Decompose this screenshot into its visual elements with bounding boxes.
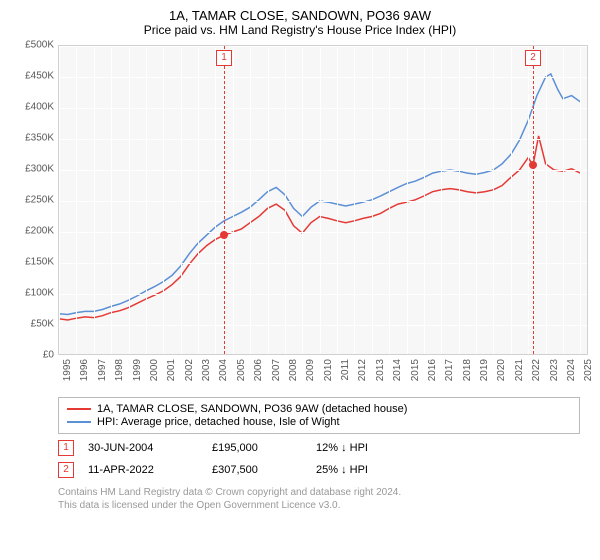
legend-label-hpi: HPI: Average price, detached house, Isle… xyxy=(97,416,340,428)
x-tick-label: 2000 xyxy=(149,359,160,381)
marker-line-2 xyxy=(533,46,534,354)
x-tick-label: 2023 xyxy=(549,359,560,381)
x-tick-label: 1995 xyxy=(62,359,73,381)
chart-title: 1A, TAMAR CLOSE, SANDOWN, PO36 9AW xyxy=(10,8,590,23)
x-tick-label: 2010 xyxy=(323,359,334,381)
transaction-date: 11-APR-2022 xyxy=(88,464,198,476)
footnote: Contains HM Land Registry data © Crown c… xyxy=(58,486,580,512)
x-tick-label: 2004 xyxy=(218,359,229,381)
x-tick-label: 1997 xyxy=(97,359,108,381)
x-tick-label: 2009 xyxy=(305,359,316,381)
y-tick-label: £400K xyxy=(25,102,54,113)
transaction-price: £195,000 xyxy=(212,442,302,454)
marker-dot-2 xyxy=(529,161,537,169)
x-tick-label: 2019 xyxy=(479,359,490,381)
footnote-line2: This data is licensed under the Open Gov… xyxy=(58,499,580,512)
x-tick-label: 1999 xyxy=(132,359,143,381)
x-tick-label: 2012 xyxy=(357,359,368,381)
transaction-price: £307,500 xyxy=(212,464,302,476)
x-tick-label: 2007 xyxy=(271,359,282,381)
x-tick-label: 2020 xyxy=(496,359,507,381)
y-tick-label: £450K xyxy=(25,71,54,82)
transaction-pct: 25% ↓ HPI xyxy=(316,464,436,476)
x-tick-label: 2008 xyxy=(288,359,299,381)
legend-swatch-hpi xyxy=(67,421,91,423)
legend-row-hpi: HPI: Average price, detached house, Isle… xyxy=(67,416,571,428)
y-tick-label: £500K xyxy=(25,40,54,51)
y-axis: £0£50K£100K£150K£200K£250K£300K£350K£400… xyxy=(10,45,56,355)
x-tick-label: 2015 xyxy=(410,359,421,381)
marker-box-1: 1 xyxy=(216,50,232,66)
y-tick-label: £250K xyxy=(25,195,54,206)
x-tick-label: 2001 xyxy=(166,359,177,381)
x-tick-label: 2011 xyxy=(340,359,351,381)
legend: 1A, TAMAR CLOSE, SANDOWN, PO36 9AW (deta… xyxy=(58,397,580,434)
footnote-line1: Contains HM Land Registry data © Crown c… xyxy=(58,486,580,499)
line-chart-svg xyxy=(59,46,587,354)
transaction-row: 2 11-APR-2022 £307,500 25% ↓ HPI xyxy=(58,462,580,478)
marker-line-1 xyxy=(224,46,225,354)
y-tick-label: £300K xyxy=(25,164,54,175)
legend-swatch-property xyxy=(67,408,91,410)
y-tick-label: £200K xyxy=(25,226,54,237)
y-tick-label: £350K xyxy=(25,133,54,144)
transaction-date: 30-JUN-2004 xyxy=(88,442,198,454)
x-axis: 1995 1996 1997 1998 1999 2000 2001 2002 2003 2004… xyxy=(58,357,588,395)
chart-area: £0 £50K £100K £150K £200K £250K £300K £350K £400… xyxy=(10,45,590,395)
x-tick-label: 2017 xyxy=(444,359,455,381)
x-tick-label: 2021 xyxy=(514,359,525,381)
x-tick-label: 2024 xyxy=(566,359,577,381)
chart-subtitle: Price paid vs. HM Land Registry's House … xyxy=(10,23,590,37)
x-tick-label: 2018 xyxy=(462,359,473,381)
transaction-marker: 2 xyxy=(58,462,74,478)
transaction-row: 1 30-JUN-2004 £195,000 12% ↓ HPI xyxy=(58,440,580,456)
marker-dot-1 xyxy=(220,231,228,239)
x-tick-label: 2025 xyxy=(583,359,594,381)
transaction-pct: 12% ↓ HPI xyxy=(316,442,436,454)
chart-container: 1A, TAMAR CLOSE, SANDOWN, PO36 9AW Price… xyxy=(0,0,600,560)
y-tick-label: £0 xyxy=(43,350,54,361)
x-tick-label: 2003 xyxy=(201,359,212,381)
y-tick-label: £150K xyxy=(25,257,54,268)
transaction-rows: 1 30-JUN-2004 £195,000 12% ↓ HPI 2 11-APR-202… xyxy=(58,440,580,478)
marker-box-2: 2 xyxy=(525,50,541,66)
transaction-marker: 1 xyxy=(58,440,74,456)
x-tick-label: 2022 xyxy=(531,359,542,381)
x-tick-label: 2005 xyxy=(236,359,247,381)
x-tick-label: 2002 xyxy=(184,359,195,381)
x-tick-label: 2014 xyxy=(392,359,403,381)
x-tick-label: 2013 xyxy=(375,359,386,381)
legend-label-property: 1A, TAMAR CLOSE, SANDOWN, PO36 9AW (deta… xyxy=(97,403,407,415)
x-tick-label: 1996 xyxy=(79,359,90,381)
x-tick-label: 1998 xyxy=(114,359,125,381)
plot-area: 12 xyxy=(58,45,588,355)
y-tick-label: £50K xyxy=(31,319,54,330)
x-tick-label: 2016 xyxy=(427,359,438,381)
legend-row-property: 1A, TAMAR CLOSE, SANDOWN, PO36 9AW (deta… xyxy=(67,403,571,415)
y-tick-label: £100K xyxy=(25,288,54,299)
x-tick-label: 2006 xyxy=(253,359,264,381)
